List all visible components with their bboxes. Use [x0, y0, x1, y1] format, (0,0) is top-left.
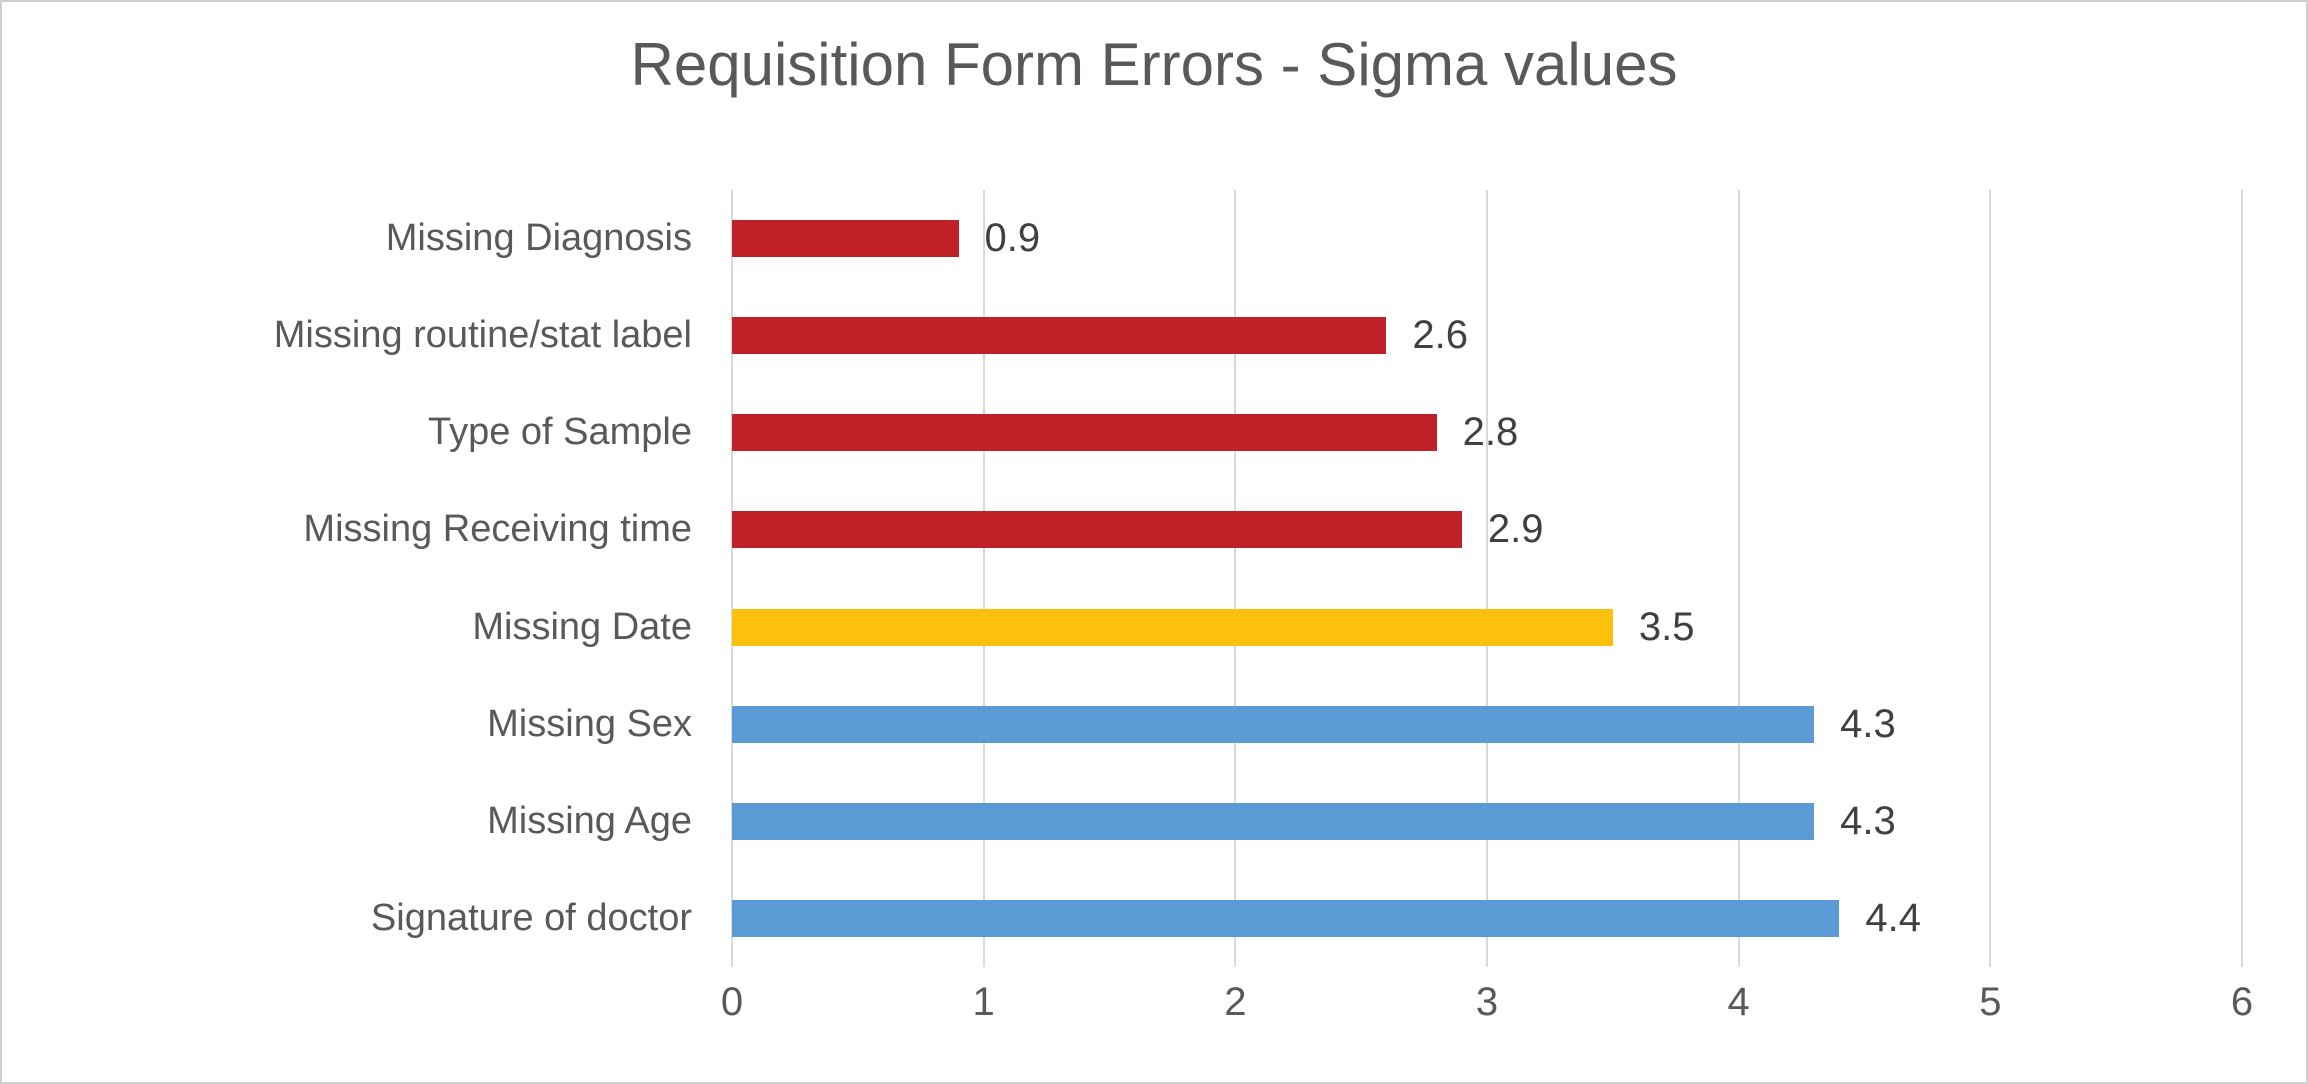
chart-title: Requisition Form Errors - Sigma values — [630, 31, 1678, 98]
value-label: 3.5 — [1638, 604, 1695, 649]
x-tick-label: 1 — [972, 980, 995, 1024]
x-tick-label: 0 — [720, 980, 744, 1024]
x-tick-label: 3 — [1475, 980, 1499, 1024]
category-label: Type of Sample — [427, 411, 692, 454]
bar-row: 2.8 — [732, 384, 2242, 481]
bar-row: 4.3 — [732, 773, 2242, 870]
bar-row: 4.4 — [732, 870, 2242, 967]
bar — [732, 511, 1462, 549]
bars-container: 0.9 2.6 2.8 2.9 3.5 4.3 4.3 4.4 — [732, 190, 2242, 967]
bar-row: 4.3 — [732, 676, 2242, 773]
bar — [732, 705, 1815, 743]
bar-row: 2.6 — [732, 287, 2242, 384]
bar — [732, 802, 1815, 840]
value-label: 2.6 — [1412, 313, 1468, 358]
category-label: Missing Age — [487, 799, 692, 842]
bar — [732, 414, 1437, 452]
gridline — [1486, 190, 1488, 967]
bar-row: 2.9 — [732, 481, 2242, 578]
value-label: 4.3 — [1840, 798, 1896, 843]
gridline — [1234, 190, 1237, 967]
gridline — [731, 190, 733, 967]
value-label: 0.9 — [984, 216, 1041, 261]
value-label: 2.8 — [1462, 410, 1519, 455]
category-axis: Missing Diagnosis Missing routine/stat la… — [2, 190, 692, 967]
category-label: Missing Receiving time — [303, 508, 692, 551]
category-label: Missing routine/stat label — [273, 314, 692, 357]
value-label: 4.4 — [1865, 895, 1921, 940]
bar-row: 0.9 — [732, 190, 2242, 287]
gridline — [1737, 190, 1740, 967]
gridline — [1989, 190, 1992, 967]
x-tick-label: 5 — [1979, 980, 2002, 1024]
gridline — [2241, 190, 2243, 967]
bar — [732, 317, 1387, 355]
gridline — [982, 190, 985, 967]
x-tick-label: 2 — [1224, 980, 1247, 1024]
bar — [732, 220, 959, 258]
bar-row: 3.5 — [732, 579, 2242, 676]
category-label: Signature of doctor — [370, 896, 692, 939]
x-axis: 0 1 2 3 4 5 6 — [721, 980, 2253, 1040]
category-label: Missing Diagnosis — [385, 217, 692, 260]
bar — [732, 899, 1840, 937]
bar — [732, 608, 1613, 646]
category-label: Missing Sex — [487, 702, 692, 745]
plot-area — [731, 190, 2243, 967]
category-label: Missing Date — [472, 605, 692, 648]
x-tick-label: 6 — [2230, 980, 2254, 1024]
x-tick-label: 4 — [1727, 980, 1750, 1024]
value-label: 4.3 — [1840, 701, 1896, 746]
value-label: 2.9 — [1487, 507, 1544, 552]
